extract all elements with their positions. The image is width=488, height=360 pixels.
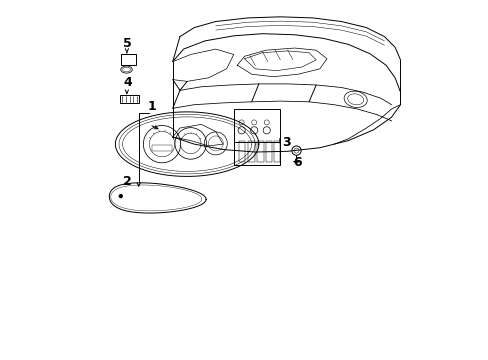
Text: 4: 4	[123, 76, 132, 89]
Circle shape	[119, 195, 122, 198]
Text: 1: 1	[147, 100, 156, 113]
Text: 2: 2	[123, 175, 132, 188]
Text: 3: 3	[282, 136, 290, 149]
Text: 5: 5	[123, 37, 132, 50]
Text: 6: 6	[292, 156, 301, 169]
